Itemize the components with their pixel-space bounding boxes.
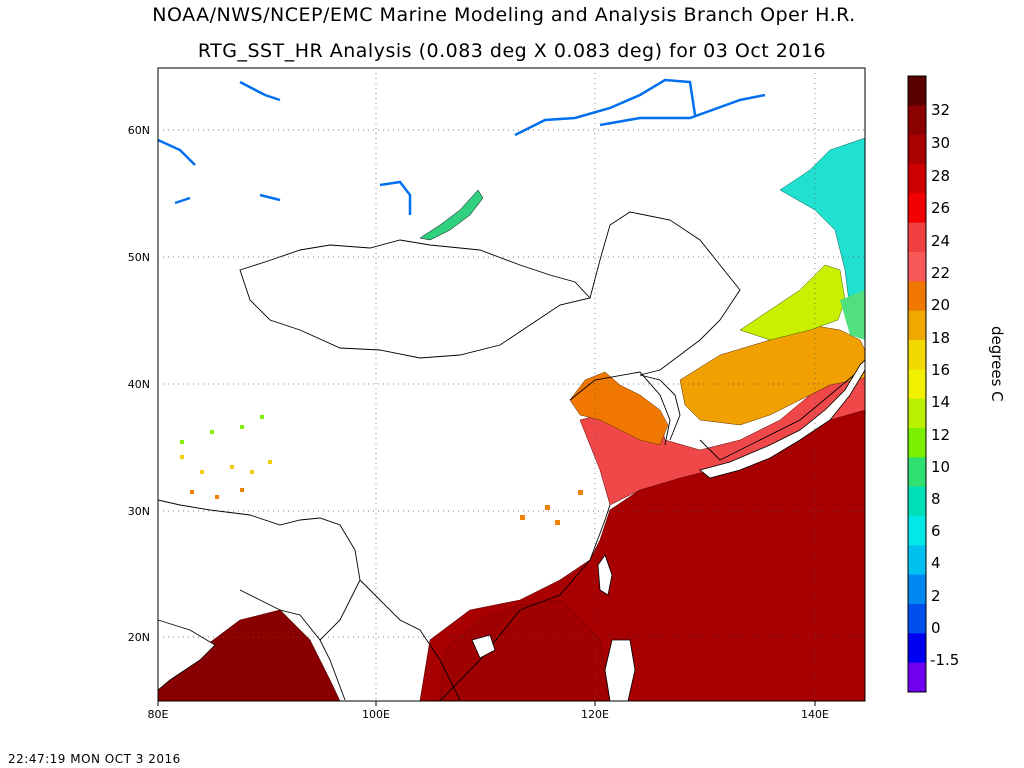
colorbar-swatch	[908, 662, 926, 693]
units-label: degrees C	[988, 326, 1006, 402]
taiwan-land	[597, 554, 613, 596]
lon-label-120e: 120E	[581, 708, 609, 721]
colorbar-swatch	[908, 340, 926, 370]
colorbar-tick-label: 10	[931, 458, 950, 476]
colorbar-swatch	[908, 457, 926, 488]
lon-label-100e: 100E	[362, 708, 390, 721]
philippines-land	[604, 639, 636, 701]
colorbar-tick-label: 20	[931, 296, 950, 314]
colorbar-tick-label: 28	[931, 167, 950, 185]
colorbar-swatch	[908, 252, 926, 282]
yellow-sea	[569, 371, 669, 446]
colorbar-tick-label: 6	[931, 522, 941, 540]
colorbar-swatch	[908, 310, 926, 341]
colorbar-swatch	[908, 193, 926, 224]
country-borders	[158, 211, 741, 701]
coastlines	[439, 369, 861, 701]
colorbar-swatch	[908, 76, 926, 106]
colorbar-tick-label: 4	[931, 554, 941, 572]
colorbar-tick-label: 2	[931, 587, 941, 605]
inland-lakes	[180, 455, 272, 474]
colorbar-tick-label: 8	[931, 490, 941, 508]
title-line-2: RTG_SST_HR Analysis (0.083 deg X 0.083 d…	[197, 40, 827, 62]
map-content	[158, 78, 865, 701]
gridlines	[158, 68, 865, 701]
colorbar-tick-label: 22	[931, 264, 950, 282]
lake-baikal	[419, 189, 484, 241]
colorbar-tick-label: 12	[931, 426, 950, 444]
colorbar-tick-label: 30	[931, 134, 950, 152]
colorbar-swatch	[908, 164, 926, 194]
colorbar-swatch	[908, 428, 926, 458]
inland-lakes-orange	[190, 488, 583, 525]
lat-label-20n: 20N	[128, 631, 150, 644]
colorbar-swatch	[908, 105, 926, 136]
colorbar-tick-label: 0	[931, 619, 941, 637]
colorbar-units: degrees C	[988, 326, 1006, 402]
japan-land	[699, 359, 865, 479]
colorbar-tick-label: 24	[931, 232, 950, 250]
colorbar-tick-label: 14	[931, 393, 950, 411]
lon-label-80e: 80E	[148, 708, 169, 721]
plot-frame	[157, 67, 866, 702]
colorbar-swatch	[908, 516, 926, 546]
colorbar-swatch	[908, 574, 926, 605]
hokkaido-waters	[840, 290, 865, 340]
colorbar-swatch	[908, 222, 926, 253]
colorbar-swatch	[908, 398, 926, 429]
lat-label-60n: 60N	[128, 124, 150, 137]
inland-lakes-green	[180, 415, 264, 444]
india-coast	[158, 619, 216, 691]
lon-label-140e: 140E	[801, 708, 829, 721]
colorbar-tick-label: 32	[931, 101, 950, 119]
colorbar-swatch	[908, 486, 926, 517]
sea-of-japan-north	[739, 264, 846, 341]
lat-axis: 60N 50N 40N 30N 20N	[128, 124, 150, 644]
east-china-sea	[579, 374, 865, 506]
timestamp: 22:47:19 MON OCT 3 2016	[8, 752, 181, 766]
lat-label-40n: 40N	[128, 378, 150, 391]
lat-label-30n: 30N	[128, 505, 150, 518]
colorbar-swatch	[908, 604, 926, 634]
lat-label-50n: 50N	[128, 251, 150, 264]
rivers	[158, 78, 766, 215]
lon-axis: 80E 100E 120E 140E	[148, 701, 829, 721]
colorbar-tick-label: 26	[931, 199, 950, 217]
colorbar-tick-label: 16	[931, 361, 950, 379]
colorbar-frame	[907, 75, 927, 693]
colorbar-tick-label: 18	[931, 329, 950, 347]
colorbar-swatch	[908, 545, 926, 576]
colorbar-swatch	[908, 281, 926, 312]
colorbar-swatch	[908, 633, 926, 664]
colorbar-swatch	[908, 369, 926, 400]
colorbar-swatch	[908, 134, 926, 165]
title-line-1: NOAA/NWS/NCEP/EMC Marine Modeling and An…	[152, 4, 856, 26]
colorbar-tick-label: -1.5	[930, 651, 959, 669]
